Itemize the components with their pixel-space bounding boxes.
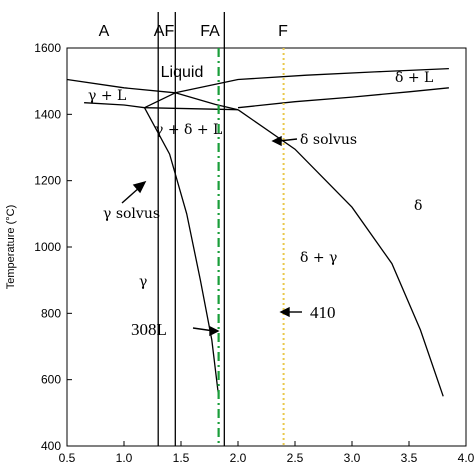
top-label-fa: FA [200, 23, 220, 40]
x-tick-label: 0.5 [59, 451, 76, 465]
label-delta-solvus: δ solvus [300, 132, 357, 148]
arrow-gamma-solvus-head [132, 180, 147, 194]
curve-gamma-L-lower [84, 102, 145, 109]
y-axis-title: Temperature (°C) [5, 205, 17, 289]
curve-liquidus-right [175, 67, 449, 94]
x-tick-label: 2.5 [287, 451, 304, 465]
label-gamma: γ [139, 274, 147, 290]
arrow-308l-head [209, 325, 220, 337]
annotation-308l: 308L [131, 320, 167, 339]
top-label-a: A [99, 23, 110, 40]
label-gamma-solvus: γ solvus [103, 206, 160, 222]
curve-delta-liquid-boundary [237, 87, 449, 109]
arrow-delta-solvus [278, 138, 298, 142]
composition-lines [157, 12, 285, 446]
curve-peritectic-upper-left [144, 92, 176, 109]
x-tick-label: 3.5 [401, 451, 418, 465]
x-tick-label: 1.0 [116, 451, 133, 465]
curve-delta-solvus [237, 109, 444, 397]
top-label-f: F [278, 23, 288, 40]
x-tick-label: 2.0 [230, 451, 247, 465]
plot-frame [66, 47, 467, 447]
curve-gamma-solvus [143, 107, 220, 397]
arrow-gamma-solvus [121, 186, 141, 204]
label-liquid: Liquid [161, 64, 204, 81]
arrow-410-head [279, 306, 290, 318]
annotation-410: 410 [310, 303, 336, 322]
label-delta: δ [414, 198, 422, 214]
curve-gamma-delta-L-right [175, 92, 239, 111]
phase-boundaries [66, 67, 449, 397]
x-tick-label: 4.0 [458, 451, 474, 465]
arrows [121, 135, 302, 337]
y-tick-label: 1000 [34, 240, 61, 254]
y-tick-label: 1200 [34, 174, 61, 188]
label-delta-plus-gamma: δ + γ [300, 250, 337, 266]
label-gamma-delta-liquid: γ + δ + L [155, 122, 222, 138]
y-tick-label: 800 [41, 306, 61, 320]
top-label-af: AF [154, 23, 175, 40]
arrow-delta-solvus-head [271, 135, 282, 147]
label-gamma-plus-liquid: γ + L [88, 88, 126, 104]
x-tick-label: 1.5 [173, 451, 190, 465]
label-delta-plus-liquid: δ + L [395, 70, 433, 86]
y-tick-label: 600 [41, 373, 61, 387]
x-tick-label: 3.0 [344, 451, 361, 465]
y-tick-label: 1400 [34, 107, 61, 121]
axis-ticks: 0.5 1.0 1.5 2.0 2.5 3.0 3.5 4.0 400 600 800 1000 120… [34, 41, 474, 465]
y-tick-label: 1600 [34, 41, 61, 55]
curve-peritectic-line [144, 107, 239, 111]
y-tick-label: 400 [41, 439, 61, 453]
